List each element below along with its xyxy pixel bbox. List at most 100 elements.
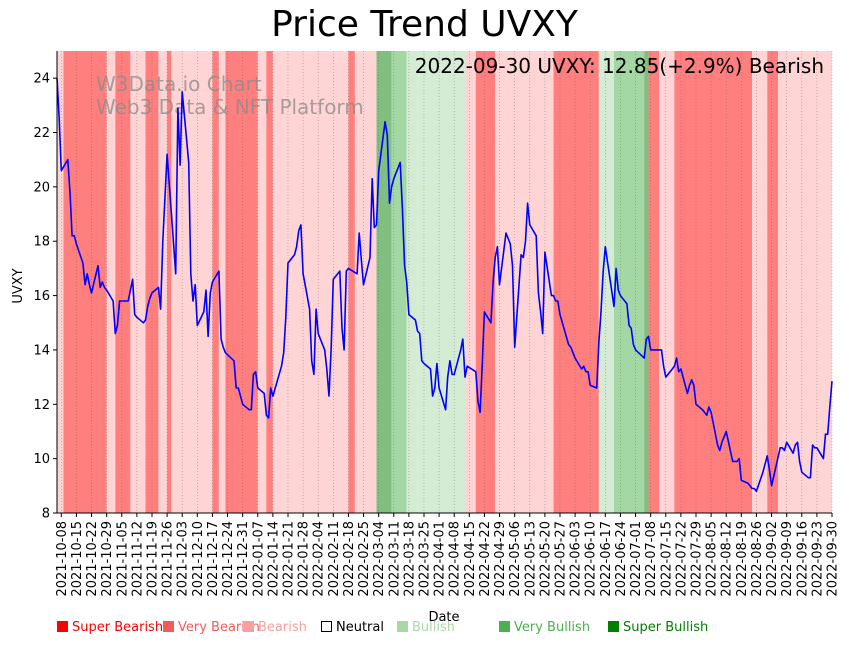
x-tick-label-3: 2021-10-29 [100,521,115,597]
region-9 [212,51,219,513]
x-tick-label-28: 2022-04-22 [478,521,493,597]
y-tick-label-24: 24 [33,72,50,87]
x-tick-label-27: 2022-04-15 [463,521,478,597]
price-annotation: 2022-09-30 UVXY: 12.85(+2.9%) Bearish [415,54,824,78]
x-tick-label-33: 2022-05-27 [553,521,568,597]
x-tick-label-43: 2022-08-05 [705,521,720,597]
axes [56,51,832,514]
y-tick-label-20: 20 [33,180,50,195]
legend-label-3: Neutral [336,620,384,635]
x-tick-label-23: 2022-03-18 [402,521,417,597]
region-0 [57,51,64,513]
x-tick-label-41: 2022-07-22 [674,521,689,597]
region-15 [348,51,355,513]
legend-swatch-6 [608,621,619,632]
legend-item-2: Bearish [243,620,307,635]
legend-label-4: Bullish [412,620,456,635]
x-tick-label-10: 2021-12-17 [206,521,221,597]
legend-swatch-4 [397,621,408,632]
legend-swatch-2 [243,621,254,632]
y-tick-label-14: 14 [33,343,50,358]
x-tick-label-20: 2022-02-25 [357,521,372,597]
y-tick-label-10: 10 [33,452,50,467]
x-tick-label-47: 2022-09-02 [765,521,780,597]
x-tick-label-51: 2022-09-30 [826,521,841,597]
region-31 [767,51,779,513]
region-25 [613,51,645,513]
x-tick-label-35: 2022-06-10 [584,521,599,597]
legend-swatch-3 [321,621,332,632]
x-axis-label: Date [428,610,459,625]
price-line-group [56,78,833,493]
region-28 [659,51,675,513]
x-tick-label-14: 2022-01-14 [266,521,281,597]
legend-item-5: Very Bullish [499,620,590,635]
y-tick-label-12: 12 [33,398,50,413]
region-26 [644,51,649,513]
region-16 [354,51,377,513]
sentiment-regions [57,51,832,513]
region-30 [752,51,768,513]
x-tick-label-42: 2022-07-29 [689,521,704,597]
x-tick-label-19: 2022-02-18 [342,521,357,597]
legend-label-6: Super Bullish [623,620,709,635]
x-tick-label-26: 2022-04-08 [448,521,463,597]
legend-label-0: Super Bearish [72,620,164,635]
x-tick-label-12: 2021-12-31 [236,521,251,597]
region-32 [778,51,832,513]
y-tick-label-8: 8 [42,507,50,522]
x-tick-label-4: 2021-11-05 [115,521,130,597]
price-line [56,78,833,493]
region-23 [553,51,599,513]
x-tick-label-8: 2021-12-03 [176,521,191,597]
x-tick-label-6: 2021-11-19 [145,521,160,597]
region-13 [266,51,273,513]
y-tick-label-18: 18 [33,235,50,250]
region-24 [598,51,614,513]
watermark-line-1: W3Data.io Chart [96,72,262,96]
legend-item-3: Neutral [321,620,384,635]
x-tick-label-2: 2021-10-22 [85,521,100,597]
x-tick-label-37: 2022-06-24 [614,521,629,597]
legend-swatch-5 [499,621,510,632]
region-4 [130,51,146,513]
watermark: W3Data.io Chart Web3 Data & NFT Platform [96,72,364,119]
x-tick-label-48: 2022-09-09 [780,521,795,597]
legend-label-2: Bearish [258,620,307,635]
x-tick-label-16: 2022-01-28 [297,521,312,597]
x-tick-label-17: 2022-02-04 [312,521,327,597]
legend-swatch-1 [163,621,174,632]
x-tick-label-40: 2022-07-15 [659,521,674,597]
watermark-line-2: Web3 Data & NFT Platform [96,95,364,119]
x-tick-label-38: 2022-07-01 [629,521,644,597]
region-12 [257,51,267,513]
region-7 [167,51,172,513]
x-tick-label-0: 2021-10-08 [55,521,70,597]
region-18 [391,51,407,513]
legend-label-1: Very Bearish [178,620,260,635]
x-tick-label-13: 2022-01-07 [251,521,266,597]
x-tick-label-44: 2022-08-12 [720,521,735,597]
region-20 [465,51,476,513]
chart-title: Price Trend UVXY [271,4,578,45]
region-19 [406,51,466,513]
legend-swatch-0 [57,621,68,632]
x-tick-label-7: 2021-11-26 [161,521,176,597]
x-tick-label-31: 2022-05-13 [523,521,538,597]
x-tick-label-9: 2021-12-10 [191,521,206,597]
region-29 [674,51,753,513]
x-tick-label-29: 2022-04-29 [493,521,508,597]
x-tick-label-39: 2022-07-08 [644,521,659,597]
x-tick-label-1: 2021-10-15 [70,521,85,597]
legend-item-0: Super Bearish [57,620,163,635]
x-tick-label-36: 2022-06-17 [599,521,614,597]
x-tick-label-30: 2022-05-06 [508,521,523,597]
legend-item-4: Bullish [397,620,455,635]
x-tick-label-18: 2022-02-11 [327,521,342,597]
y-axis-label: UVXY [11,268,26,303]
region-3 [115,51,131,513]
y-tick-label-16: 16 [33,289,50,304]
region-10 [218,51,226,513]
sentiment-legend: Super Bearish Very Bearish Bearish Neutral B… [57,620,837,638]
